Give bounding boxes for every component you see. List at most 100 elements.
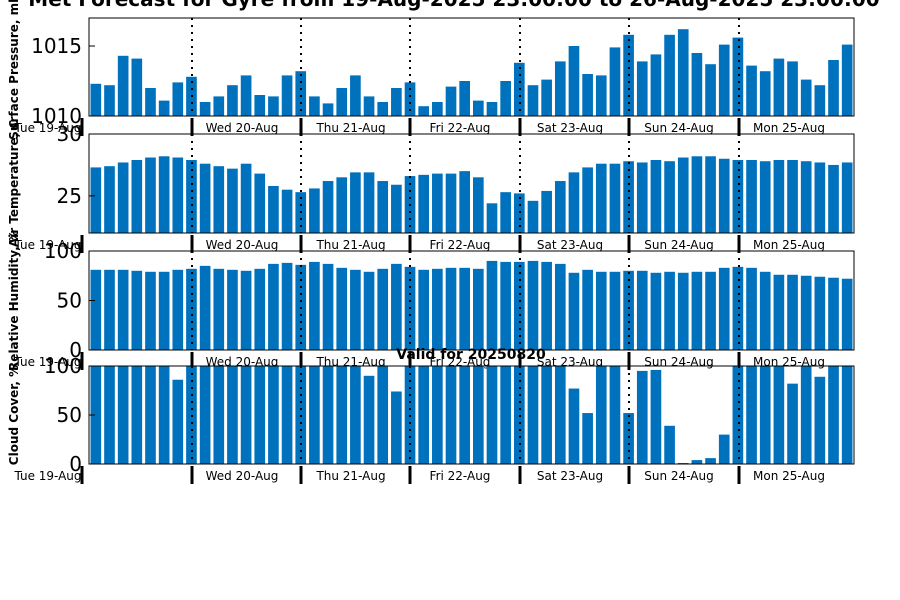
bar — [759, 366, 771, 464]
y-axis-label: Relative Humidity, % — [7, 230, 21, 371]
bar — [391, 263, 402, 350]
bar — [664, 34, 675, 116]
bar — [350, 172, 361, 233]
bar — [800, 275, 812, 350]
day-label: Mon 25-Aug — [753, 238, 825, 252]
bar — [104, 366, 115, 464]
bar — [746, 65, 757, 116]
y-tick-label: 100 — [44, 354, 82, 378]
bar — [527, 260, 539, 350]
panel-3: 0 50 100 Relative Humidity, %Tue 19-Aug Wed … — [7, 230, 855, 371]
bar — [90, 167, 102, 233]
bar — [650, 272, 662, 350]
day-label: Sun 24-Aug — [644, 121, 713, 135]
bar — [213, 366, 225, 464]
day-label: Tue 19-Aug — [13, 121, 81, 135]
day-label: Sat 23-Aug — [537, 121, 603, 135]
bar — [582, 413, 593, 464]
bar — [117, 162, 129, 233]
bar — [636, 270, 648, 350]
bar — [309, 96, 320, 116]
bar — [186, 268, 197, 350]
bar — [527, 366, 539, 464]
bar — [554, 181, 566, 233]
bar — [254, 95, 266, 116]
chart-title: Met Forecast for Gyre from 19-Aug-2025 2… — [28, 0, 879, 11]
bar — [322, 263, 334, 350]
bar — [500, 261, 511, 350]
bar — [568, 272, 580, 350]
bar — [445, 173, 457, 233]
bar — [582, 269, 593, 350]
bar — [199, 265, 211, 350]
bar — [773, 274, 785, 350]
bar — [828, 366, 839, 464]
bar — [500, 366, 511, 464]
bar — [773, 159, 785, 233]
bar — [459, 366, 470, 464]
bar — [773, 366, 785, 464]
y-tick-label: 25 — [57, 184, 82, 208]
bar — [541, 261, 552, 350]
y-tick-label: 1010 — [31, 104, 82, 128]
bar — [473, 268, 484, 350]
bar — [158, 366, 170, 464]
bar — [158, 271, 170, 350]
bar — [445, 366, 457, 464]
bar — [828, 164, 839, 233]
day-label: Mon 25-Aug — [753, 121, 825, 135]
bar — [841, 366, 853, 464]
bar — [377, 366, 389, 464]
bar — [268, 366, 279, 464]
bar — [336, 177, 348, 233]
y-axis-label: Cloud Cover, % — [7, 365, 21, 465]
bar — [131, 366, 143, 464]
bar — [145, 88, 156, 116]
bar — [295, 71, 307, 116]
bar — [746, 159, 757, 233]
bar — [131, 58, 143, 116]
bar — [773, 58, 785, 116]
bar — [172, 379, 184, 464]
bar — [841, 162, 853, 233]
bar — [650, 54, 662, 116]
bar — [595, 75, 607, 116]
bar — [500, 192, 511, 233]
bar — [418, 174, 430, 233]
bar — [391, 391, 402, 464]
y-tick-label: 100 — [44, 239, 82, 263]
bar — [759, 271, 771, 350]
bar — [541, 190, 552, 233]
bar — [186, 159, 197, 233]
day-label: Fri 22-Aug — [430, 238, 491, 252]
bar — [363, 375, 375, 464]
bar — [800, 79, 812, 116]
plot-frame — [88, 133, 855, 234]
bar — [158, 156, 170, 233]
bar — [636, 162, 648, 233]
day-label: Tue 19-Aug — [13, 238, 81, 252]
bar — [104, 269, 115, 350]
bar — [268, 96, 279, 116]
bar — [554, 61, 566, 116]
bar — [718, 158, 730, 233]
plot-frame — [88, 17, 855, 117]
y-tick-label: 30 — [57, 122, 82, 146]
bar — [787, 159, 798, 233]
bar — [677, 272, 689, 350]
bar — [459, 81, 470, 116]
bar — [309, 261, 320, 350]
bar — [363, 96, 375, 116]
bar — [459, 267, 470, 350]
day-label: Tue 19-Aug — [13, 355, 81, 369]
bar — [254, 268, 266, 350]
bar — [377, 268, 389, 350]
bar — [418, 269, 430, 350]
bar — [432, 173, 443, 233]
bar — [268, 263, 279, 350]
bar — [732, 37, 744, 116]
bar — [691, 156, 703, 233]
bar — [377, 102, 389, 116]
bar — [527, 200, 539, 233]
